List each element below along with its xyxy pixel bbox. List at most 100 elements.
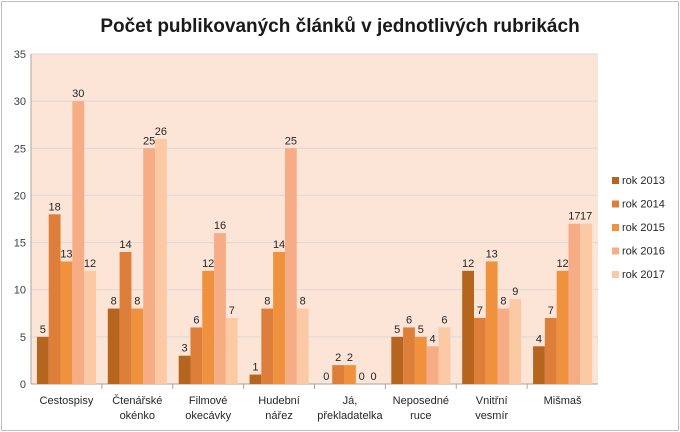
data-label-6-3: 8	[500, 296, 506, 308]
bar-6-3	[497, 308, 510, 384]
bar-0-3	[72, 101, 85, 385]
data-label-6-1: 7	[477, 305, 483, 317]
category-label-2-0: Filmové	[189, 395, 228, 407]
data-label-4-1: 2	[335, 352, 341, 364]
category-label-6-1: vesmír	[475, 410, 508, 422]
legend-swatch-1	[612, 200, 619, 208]
data-label-7-0: 4	[536, 333, 542, 345]
category-label-1-0: Čtenářské	[112, 394, 162, 407]
data-label-5-3: 4	[430, 333, 436, 345]
legend-label-1: rok 2014	[622, 199, 665, 211]
category-label-1-1: okénko	[120, 410, 155, 422]
legend-label-0: rok 2013	[622, 175, 665, 187]
bar-3-0	[249, 374, 262, 384]
bar-7-3	[568, 223, 581, 384]
legend-swatch-3	[612, 247, 619, 255]
y-tick-label-10: 10	[14, 285, 26, 297]
data-label-3-4: 8	[300, 296, 306, 308]
bar-7-4	[580, 223, 593, 384]
bar-7-0	[533, 346, 545, 384]
bar-4-1	[332, 365, 345, 384]
y-tick-label-30: 30	[14, 96, 26, 108]
bar-1-1	[119, 252, 132, 384]
bar-0-4	[84, 270, 96, 384]
bar-6-2	[485, 261, 498, 384]
data-label-1-2: 8	[134, 296, 140, 308]
bar-7-2	[556, 270, 569, 384]
legend-swatch-0	[612, 177, 619, 184]
data-label-1-0: 8	[111, 296, 117, 308]
bar-3-1	[261, 308, 274, 384]
bar-3-3	[284, 148, 297, 384]
bar-5-3	[426, 346, 439, 384]
bar-6-4	[509, 299, 522, 384]
legend-label-3: rok 2016	[622, 246, 665, 258]
bar-0-2	[60, 261, 73, 384]
bar-6-1	[473, 318, 486, 384]
bar-4-2	[344, 365, 356, 384]
data-label-6-2: 13	[486, 248, 498, 260]
data-label-7-2: 12	[556, 258, 568, 270]
data-label-2-2: 12	[202, 258, 214, 270]
chart-title: Počet publikovaných článků v jednotlivýc…	[100, 16, 579, 37]
category-label-0-0: Cestospisy	[40, 395, 94, 407]
bar-5-1	[403, 327, 415, 384]
y-tick-label-25: 25	[14, 143, 26, 155]
bar-5-0	[391, 336, 404, 384]
data-label-2-4: 7	[229, 305, 235, 317]
category-label-2-1: okecávky	[185, 410, 231, 422]
category-label-5-0: Neposedné	[393, 395, 449, 407]
legend: rok 2013 rok 2014 rok 2015 rok 2016 rok 2017	[612, 175, 665, 281]
y-tick-label-15: 15	[14, 238, 26, 250]
category-label-4-1: překladatelka	[317, 410, 383, 422]
bar-1-0	[107, 308, 120, 384]
data-label-2-0: 3	[182, 343, 188, 355]
data-label-0-2: 13	[60, 248, 72, 260]
bar-1-2	[131, 308, 144, 384]
legend-swatch-2	[612, 224, 619, 231]
bar-2-0	[178, 355, 191, 384]
bar-6-0	[462, 270, 474, 384]
bar-3-2	[273, 252, 285, 384]
data-label-1-3: 25	[143, 135, 155, 147]
legend-swatch-4	[612, 271, 619, 278]
data-label-2-1: 6	[193, 314, 199, 326]
y-tick-label-5: 5	[20, 332, 26, 344]
data-label-1-4: 26	[155, 126, 167, 138]
data-label-0-3: 30	[72, 88, 84, 100]
data-label-5-4: 6	[441, 314, 447, 326]
category-label-3-0: Hudební	[258, 395, 300, 407]
data-label-2-3: 16	[214, 220, 226, 232]
plot-area: 05101520253035518133012Cestospisy8148252…	[14, 49, 598, 422]
y-tick-label-35: 35	[14, 49, 26, 61]
data-label-0-1: 18	[49, 201, 61, 213]
data-label-7-1: 7	[548, 305, 554, 317]
data-label-4-0: 0	[323, 371, 329, 383]
legend-label-4: rok 2017	[622, 269, 665, 281]
legend-label-2: rok 2015	[622, 222, 665, 234]
category-label-5-1: ruce	[410, 410, 431, 422]
data-label-7-4: 17	[580, 211, 592, 223]
data-label-6-4: 9	[512, 286, 518, 298]
y-tick-label-20: 20	[14, 190, 26, 202]
bar-3-4	[296, 308, 309, 384]
bar-5-4	[438, 327, 451, 384]
y-tick-label-0: 0	[20, 379, 26, 391]
category-label-6-0: Vnitřní	[476, 395, 508, 407]
data-label-3-2: 14	[273, 239, 285, 251]
category-label-4-0: Já,	[343, 395, 358, 407]
bar-5-2	[414, 336, 427, 384]
data-label-3-0: 1	[252, 362, 258, 374]
bar-1-3	[143, 148, 156, 384]
data-label-4-3: 0	[359, 371, 365, 383]
bar-0-1	[48, 214, 61, 384]
category-label-7-0: Mišmaš	[544, 395, 582, 407]
bar-2-3	[214, 233, 226, 384]
data-label-5-1: 6	[406, 314, 412, 326]
data-label-0-0: 5	[40, 324, 46, 336]
data-label-1-1: 14	[119, 239, 131, 251]
bar-2-1	[190, 327, 203, 384]
data-label-4-2: 2	[347, 352, 353, 364]
bar-2-4	[225, 318, 238, 384]
